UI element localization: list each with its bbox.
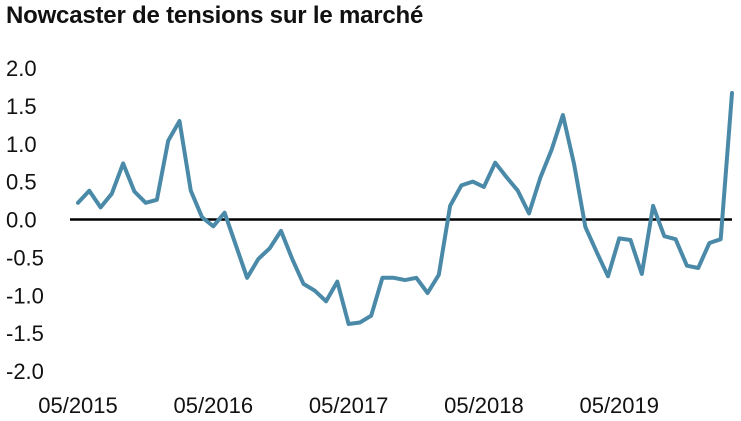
data-point bbox=[302, 282, 306, 286]
x-axis-labels: 05/2015 05/2016 05/2017 05/2018 05/2019 bbox=[38, 393, 659, 418]
data-point bbox=[707, 241, 711, 245]
data-point bbox=[245, 276, 249, 280]
data-point bbox=[76, 201, 80, 205]
data-point bbox=[380, 276, 384, 280]
x-tick-label: 05/2019 bbox=[579, 393, 659, 418]
data-point bbox=[178, 119, 182, 123]
data-point bbox=[459, 183, 463, 187]
data-point bbox=[313, 289, 317, 293]
data-point bbox=[482, 185, 486, 189]
data-point bbox=[640, 272, 644, 276]
data-point bbox=[279, 229, 283, 233]
y-tick-label: 1.0 bbox=[6, 132, 37, 157]
data-point bbox=[527, 211, 531, 215]
data-point bbox=[696, 266, 700, 270]
data-point bbox=[471, 180, 475, 184]
data-point bbox=[617, 236, 621, 240]
y-tick-label: -0.5 bbox=[6, 245, 44, 270]
data-point bbox=[561, 113, 565, 117]
x-tick-label: 05/2015 bbox=[38, 393, 118, 418]
data-point bbox=[550, 148, 554, 152]
data-point bbox=[99, 205, 103, 209]
data-point bbox=[155, 198, 159, 202]
data-point bbox=[234, 243, 238, 247]
data-point bbox=[629, 238, 633, 242]
x-tick-label: 05/2016 bbox=[174, 393, 254, 418]
data-point bbox=[290, 257, 294, 261]
data-point bbox=[268, 246, 272, 250]
data-point bbox=[572, 162, 576, 166]
data-point bbox=[392, 276, 396, 280]
data-point bbox=[403, 278, 407, 282]
data-point bbox=[223, 211, 227, 215]
data-point bbox=[369, 314, 373, 318]
data-point bbox=[166, 139, 170, 143]
data-point bbox=[132, 190, 136, 194]
data-point bbox=[730, 91, 734, 95]
data-point bbox=[426, 291, 430, 295]
data-point bbox=[256, 257, 260, 261]
y-tick-label: -2.0 bbox=[6, 359, 44, 384]
data-point bbox=[414, 276, 418, 280]
data-point bbox=[595, 250, 599, 254]
data-point bbox=[538, 176, 542, 180]
data-point bbox=[606, 274, 610, 278]
data-point bbox=[87, 189, 91, 193]
y-tick-label: 0.0 bbox=[6, 208, 37, 233]
data-point bbox=[719, 237, 723, 241]
data-point bbox=[121, 161, 125, 165]
y-axis-labels: 2.0 1.5 1.0 0.5 0.0 -0.5 -1.0 -1.5 -2.0 bbox=[6, 56, 44, 384]
data-point bbox=[662, 234, 666, 238]
y-tick-label: -1.0 bbox=[6, 283, 44, 308]
data-point bbox=[144, 201, 148, 205]
data-point bbox=[448, 204, 452, 208]
data-point bbox=[583, 225, 587, 229]
y-tick-label: 0.5 bbox=[6, 170, 37, 195]
y-tick-label: 2.0 bbox=[6, 56, 37, 81]
data-point bbox=[200, 215, 204, 219]
data-point bbox=[211, 224, 215, 228]
series-line bbox=[76, 91, 734, 326]
data-point bbox=[189, 189, 193, 193]
data-point bbox=[685, 264, 689, 268]
data-point bbox=[347, 322, 351, 326]
x-tick-label: 05/2017 bbox=[309, 393, 389, 418]
chart-title: Nowcaster de tensions sur le marché bbox=[6, 2, 424, 29]
data-point bbox=[674, 237, 678, 241]
data-point bbox=[651, 204, 655, 208]
y-tick-label: 1.5 bbox=[6, 94, 37, 119]
data-point bbox=[516, 189, 520, 193]
data-point bbox=[110, 192, 114, 196]
y-tick-label: -1.5 bbox=[6, 321, 44, 346]
data-point bbox=[505, 175, 509, 179]
data-point bbox=[493, 161, 497, 165]
data-point bbox=[335, 280, 339, 284]
data-point bbox=[437, 273, 441, 277]
data-point bbox=[324, 299, 328, 303]
x-tick-label: 05/2018 bbox=[444, 393, 524, 418]
data-point bbox=[358, 321, 362, 325]
